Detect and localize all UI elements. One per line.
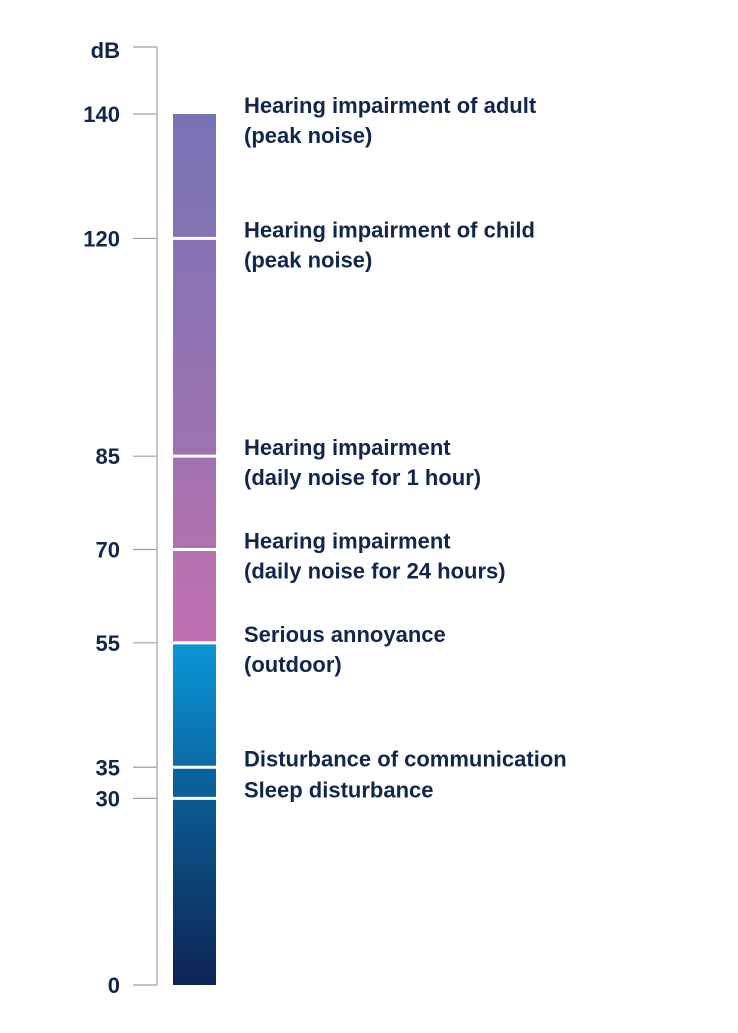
annotation-line: Hearing impairment	[244, 529, 451, 554]
annotation-group: Hearing impairment of adult (peak noise)H…	[244, 93, 567, 802]
y-tick-label: 70	[96, 538, 120, 563]
annotation-line: (peak noise)	[244, 123, 372, 148]
y-tick-label: 120	[83, 226, 120, 251]
annotation-line: (daily noise for 1 hour)	[244, 465, 481, 490]
bar-segment	[173, 767, 216, 799]
annotation-line: (daily noise for 24 hours)	[244, 559, 506, 584]
unit-label: dB	[91, 38, 120, 63]
annotation-line: Serious annoyance	[244, 622, 446, 647]
y-tick-label: 55	[96, 631, 120, 656]
y-tick-label: 0	[108, 973, 120, 998]
tick-group: 0 30 35 55 70 85 120 140	[83, 102, 157, 998]
annotation-line: Hearing impairment of child	[244, 217, 535, 242]
threshold-annotation: Serious annoyance (outdoor)	[244, 622, 446, 677]
bar-segment	[173, 642, 216, 768]
threshold-annotation: Hearing impairment of adult (peak noise)	[244, 93, 537, 148]
y-tick-label: 30	[96, 786, 120, 811]
annotation-line: (peak noise)	[244, 247, 372, 272]
annotation-line: Disturbance of communication	[244, 746, 567, 771]
y-tick-label: 85	[96, 444, 120, 469]
y-tick-label: 140	[83, 102, 120, 127]
threshold-annotation: Hearing impairment (daily noise for 1 hou…	[244, 435, 481, 490]
bar-segment	[173, 114, 216, 239]
threshold-annotation: Hearing impairment (daily noise for 24 ho…	[244, 529, 506, 584]
bar-segment	[173, 798, 216, 985]
bar-segment	[173, 238, 216, 457]
annotation-line: Hearing impairment of adult	[244, 93, 537, 118]
annotation-line: (outdoor)	[244, 652, 342, 677]
bar-segment	[173, 456, 216, 550]
threshold-annotation: Hearing impairment of child (peak noise)	[244, 217, 535, 272]
annotation-line: Hearing impairment	[244, 435, 451, 460]
y-tick-label: 35	[96, 755, 120, 780]
bar-segment	[173, 549, 216, 643]
threshold-annotation: Sleep disturbance	[244, 777, 434, 802]
bar-group	[173, 114, 216, 985]
annotation-line: Sleep disturbance	[244, 777, 434, 802]
threshold-annotation: Disturbance of communication	[244, 746, 567, 771]
